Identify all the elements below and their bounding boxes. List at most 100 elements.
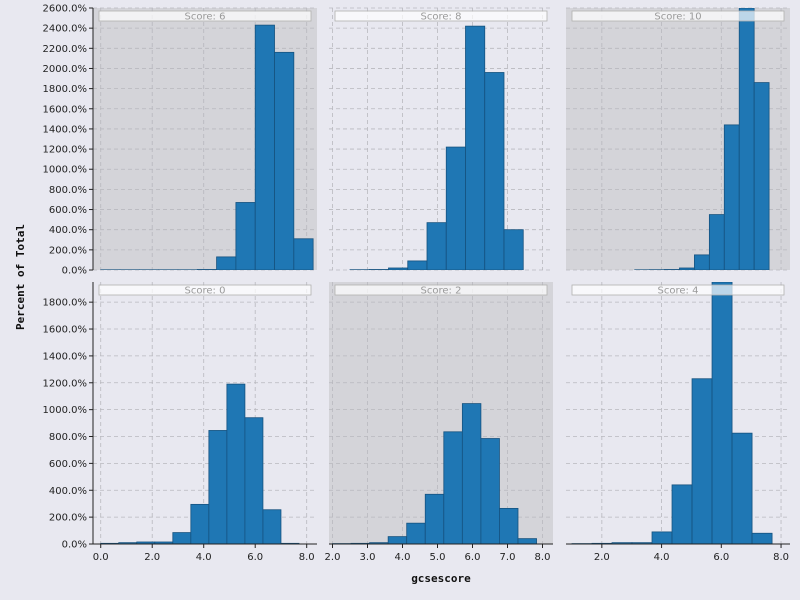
y-tick-label: 1800.0%: [43, 84, 88, 95]
y-tick-label: 0.0%: [62, 266, 87, 277]
y-tick-label: 200.0%: [49, 245, 87, 256]
strip-label: Score: 8: [421, 12, 462, 23]
histogram-bar: [679, 267, 695, 270]
histogram-bar: [484, 72, 505, 270]
histogram-bar: [445, 146, 466, 270]
y-tick-label: 1600.0%: [43, 325, 88, 336]
histogram-bar: [208, 430, 228, 544]
x-tick-label: 4.0: [395, 552, 411, 563]
y-tick-label: 0.0%: [62, 540, 87, 551]
histogram-bar: [708, 214, 725, 270]
x-tick-label: 2.0: [144, 552, 160, 563]
histogram-bar: [723, 124, 740, 270]
y-tick-label: 1400.0%: [43, 351, 88, 362]
y-tick-label: 400.0%: [49, 486, 87, 497]
panel-1: Score: 8: [329, 7, 553, 271]
x-axis-label: gcsescore: [411, 572, 471, 585]
histogram-bar: [480, 438, 500, 544]
histogram-bar: [274, 51, 295, 270]
histogram-bar: [172, 532, 192, 544]
histogram-bar: [216, 256, 237, 270]
histogram-bar: [694, 254, 710, 270]
histogram-bar: [407, 260, 428, 270]
x-tick-label: 6.0: [713, 552, 729, 563]
histogram-bar: [671, 484, 693, 544]
y-tick-label: 2000.0%: [43, 64, 88, 75]
strip-box: [571, 10, 785, 22]
histogram-bar: [461, 403, 482, 544]
x-tick-label: 2.0: [325, 552, 341, 563]
y-tick-label: 1200.0%: [43, 145, 88, 156]
strip-label: Score: 4: [658, 286, 699, 297]
strip-label: Score: 2: [421, 286, 462, 297]
x-tick-label: 7.0: [500, 552, 516, 563]
x-tick-label: 4.0: [654, 552, 670, 563]
histogram-bar: [731, 432, 753, 544]
panel-background: [93, 282, 317, 544]
y-tick-label: 2600.0%: [43, 4, 88, 15]
y-tick-label: 1000.0%: [43, 165, 88, 176]
bars: [571, 282, 773, 544]
y-tick-label: 800.0%: [49, 432, 87, 443]
strip-label: Score: 0: [185, 286, 226, 297]
histogram-bar: [424, 493, 445, 544]
histogram-bar: [503, 229, 524, 270]
y-tick-label: 2400.0%: [43, 24, 88, 35]
histogram-bar: [262, 509, 282, 544]
histogram-bar: [443, 431, 463, 544]
y-tick-label: 2200.0%: [43, 44, 88, 55]
histogram-bar: [651, 531, 673, 544]
y-tick-label: 600.0%: [49, 459, 87, 470]
histogram-bar: [664, 269, 680, 270]
histogram-bar: [691, 378, 713, 544]
strip-label: Score: 10: [654, 12, 701, 23]
panel-4: Score: 2 2.0 3.0 4.0 5.0 6.0 7.0 8.0: [325, 282, 553, 563]
histogram-bar: [368, 269, 389, 270]
bars: [634, 8, 770, 270]
x-tick-label: 8.0: [535, 552, 551, 563]
strip-box: [334, 10, 548, 22]
x-tick-label: 8.0: [299, 552, 315, 563]
histogram-bar: [196, 269, 217, 270]
histogram-bar: [711, 282, 733, 544]
x-tick-label: 6.0: [247, 552, 263, 563]
y-tick-label: 1200.0%: [43, 378, 88, 389]
histogram-bar: [517, 538, 537, 544]
histogram-bar: [738, 8, 755, 270]
x-tick-label: 0.0: [93, 552, 109, 563]
bars: [100, 24, 314, 270]
panel-5: Score: 4 2.0 4.0 6.0 8.0: [566, 282, 790, 563]
histogram-bar: [465, 25, 486, 270]
y-tick-label: 400.0%: [49, 225, 87, 236]
histogram-bar: [753, 82, 770, 270]
histogram-bar: [406, 522, 426, 544]
histogram-bar: [499, 507, 519, 544]
x-tick-label: 2.0: [594, 552, 610, 563]
panel-0: Score: 6 0.0% 200.0% 400.0% 600.0% 800.0% 1000…: [43, 4, 317, 277]
x-tick-label: 3.0: [360, 552, 376, 563]
y-tick-label: 1400.0%: [43, 124, 88, 135]
strip-box: [334, 284, 548, 296]
x-tick-label: 4.0: [196, 552, 212, 563]
strip-box: [98, 284, 312, 296]
strip-box: [98, 10, 312, 22]
panel-2: Score: 10: [566, 7, 790, 271]
bars: [349, 25, 524, 270]
histogram-bar: [254, 24, 275, 270]
y-tick-label: 800.0%: [49, 185, 87, 196]
histogram-bar: [388, 267, 409, 270]
histogram-bar: [235, 202, 256, 270]
x-tick-label: 5.0: [430, 552, 446, 563]
x-tick-label: 6.0: [465, 552, 481, 563]
histogram-bar: [293, 238, 314, 270]
bars: [100, 383, 300, 544]
histogram-bar: [226, 383, 246, 544]
histogram-bar: [190, 503, 210, 544]
y-tick-label: 200.0%: [49, 513, 87, 524]
y-axis-label: Percent of Total: [14, 224, 27, 330]
x-tick-label: 8.0: [773, 552, 789, 563]
histogram-bar: [244, 417, 264, 544]
strip-label: Score: 6: [185, 12, 226, 23]
histogram-bar: [387, 536, 408, 544]
